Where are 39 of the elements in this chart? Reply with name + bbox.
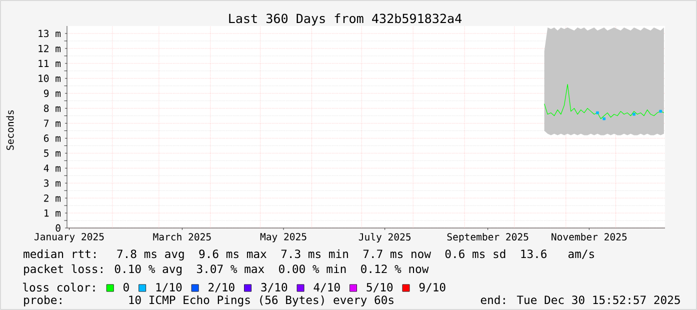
y-tick-label: 2 m (44, 194, 61, 202)
y-tick-label: 10 m (38, 74, 61, 82)
legend-title: loss color: (23, 282, 95, 292)
text: packet loss: 0.10 % avg 3.07 % max 0.00 % min 0.12 % now (24, 264, 429, 276)
line-series (544, 84, 664, 120)
point (632, 112, 636, 116)
text: end: Tue Dec 30 15:52:57 2025 (480, 295, 680, 304)
x-tick-label: November 2025 (552, 232, 627, 241)
x-tick-label: January 2025 (34, 232, 104, 242)
y-tick-label: 9 m (44, 90, 61, 98)
y-tick-label: 1 m (44, 209, 61, 217)
y-tick-label: 13 m (38, 30, 61, 38)
x-tick-label: July 2025 (358, 232, 411, 242)
x-tick-label: March 2025 (153, 232, 211, 241)
y-tick-label: 4 m (44, 164, 61, 172)
legend-label: 5/10 (366, 282, 393, 292)
text: median rtt: 7.8 ms avg 9.6 ms max 7.3 ms min 7.7 ms now 0.6 ms sd 13.6 am/s (24, 249, 594, 260)
chart-title: Last 360 Days from 432b591832a4 (229, 13, 462, 26)
y-tick-label: 5 m (44, 150, 61, 157)
y-tick-label: 12 m (38, 44, 61, 52)
y-tick-label: 6 m (44, 134, 61, 142)
point (602, 117, 606, 120)
legend-label: 1/10 (156, 282, 182, 292)
y-tick-label: 3 m (44, 179, 61, 187)
x-tick-label: May 2025 (260, 232, 306, 242)
legend-label: 0 (124, 282, 129, 292)
y-tick-label: 7 m (44, 120, 61, 127)
y-tick-label: 11 m (38, 60, 61, 67)
legend-label: 2/10 (208, 282, 234, 292)
legend-label: 9/10 (419, 282, 446, 292)
text: probe: 10 ICMP Echo Pings (56 Bytes) every 60s (24, 295, 394, 306)
y-axis-title: Seconds (6, 110, 14, 150)
legend-label: 4/10 (314, 282, 340, 292)
x-tick-label: September 2025 (447, 232, 528, 242)
y-tick-label: 0 (56, 224, 60, 232)
point (659, 110, 662, 113)
point (596, 111, 599, 114)
legend-label: 3/10 (261, 282, 288, 292)
y-tick-label: 8 m (44, 104, 61, 112)
